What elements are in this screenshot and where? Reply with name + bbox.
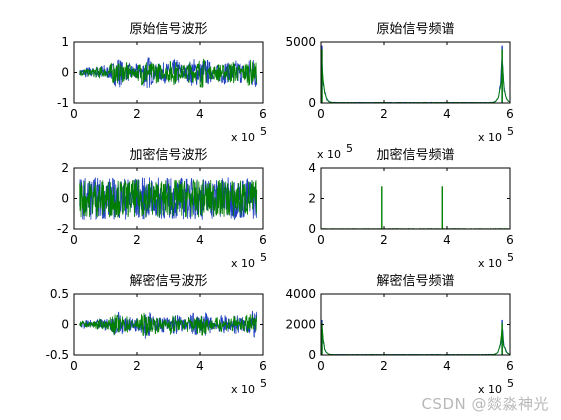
x-multiplier: x 10 (231, 257, 255, 270)
y-tick-label: 0 (308, 222, 316, 236)
y-tick-label: 0.5 (50, 287, 69, 301)
x-multiplier: x 10 (478, 131, 502, 144)
y-exponent: 5 (346, 142, 353, 155)
series-2-line (321, 58, 510, 103)
y-tick-label: 2 (308, 192, 316, 206)
y-tick-label: 4000 (285, 287, 316, 301)
x-tick-label: 4 (443, 233, 451, 247)
x-tick-label: 2 (380, 107, 388, 121)
x-tick-label: 0 (317, 107, 325, 121)
x-multiplier: x 10 (231, 131, 255, 144)
plot-area (321, 319, 510, 355)
x-tick-label: 0 (317, 359, 325, 373)
plot-area (321, 45, 510, 103)
y-tick-label: 2000 (285, 318, 316, 332)
x-exponent: 5 (260, 377, 267, 390)
axes-box (320, 41, 511, 104)
plot-area (321, 186, 510, 229)
subplot-title: 解密信号波形 (129, 273, 207, 289)
y-tick-label: 0 (308, 96, 316, 110)
subplot-title: 解密信号频谱 (376, 273, 454, 289)
x-tick-label: 4 (196, 107, 204, 121)
axes-box (320, 167, 511, 230)
y-tick-label: 0 (61, 66, 69, 80)
y-tick-label: 5000 (285, 35, 316, 49)
x-tick-label: 2 (380, 359, 388, 373)
y-tick-label: 0 (308, 348, 316, 362)
x-tick-label: 6 (506, 233, 514, 247)
series-1-line (321, 57, 510, 103)
subplot-title: 加密信号波形 (129, 147, 207, 163)
x-tick-label: 2 (133, 107, 141, 121)
subplot-2: 0 2 4 6 0 5000 原始信号频谱 x 10 5 (285, 22, 514, 144)
x-tick-label: 4 (196, 359, 204, 373)
x-tick-label: 6 (259, 233, 267, 247)
y-tick-label: 1 (61, 35, 69, 49)
y-tick-label: 0 (61, 318, 69, 332)
x-tick-label: 6 (506, 359, 514, 373)
plot-area (79, 56, 258, 88)
y-multiplier: x 10 (317, 148, 341, 161)
x-tick-label: 4 (443, 107, 451, 121)
series-2-line (321, 327, 510, 355)
y-tick-label: 4 (308, 161, 316, 175)
y-tick-label: -0.5 (46, 348, 69, 362)
x-tick-label: 4 (443, 359, 451, 373)
x-tick-label: 6 (259, 359, 267, 373)
x-exponent: 5 (260, 125, 267, 138)
y-tick-label: -1 (57, 96, 69, 110)
x-tick-label: 4 (196, 233, 204, 247)
subplot-title: 原始信号波形 (129, 22, 207, 37)
subplot-title: 加密信号频谱 (376, 147, 454, 163)
x-tick-label: 2 (380, 233, 388, 247)
y-tick-label: 2 (61, 161, 69, 175)
x-exponent: 5 (507, 125, 514, 138)
x-tick-label: 6 (259, 107, 267, 121)
subplot-6: 0 2 4 6 0 2000 4000 解密信号频谱 x 10 5 (285, 273, 514, 396)
x-multiplier: x 10 (231, 383, 255, 396)
series-1-line (79, 56, 258, 88)
series-1-line (321, 328, 510, 355)
x-tick-label: 0 (70, 233, 78, 247)
x-tick-label: 0 (317, 233, 325, 247)
y-tick-label: -2 (57, 222, 69, 236)
x-multiplier: x 10 (478, 383, 502, 396)
x-tick-label: 2 (133, 233, 141, 247)
series-2-line (79, 312, 258, 337)
x-tick-label: 6 (506, 107, 514, 121)
x-exponent: 5 (507, 251, 514, 264)
subplot-title: 原始信号频谱 (376, 22, 454, 37)
series-2-line (79, 179, 258, 218)
x-tick-label: 0 (70, 359, 78, 373)
plot-area (79, 176, 258, 221)
y-tick-label: 0 (61, 192, 69, 206)
x-tick-label: 2 (133, 359, 141, 373)
x-multiplier: x 10 (478, 257, 502, 270)
series-2-line (79, 58, 258, 88)
x-tick-label: 0 (70, 107, 78, 121)
watermark: CSDN @燚淼神光 (421, 395, 549, 413)
x-exponent: 5 (260, 251, 267, 264)
x-exponent: 5 (507, 377, 514, 390)
plot-area (79, 310, 258, 339)
subplot-4: 0 2 4 6 0 2 4 加密信号频谱 x 10 5 x 10 5 (308, 142, 514, 270)
axes-box (320, 293, 511, 356)
